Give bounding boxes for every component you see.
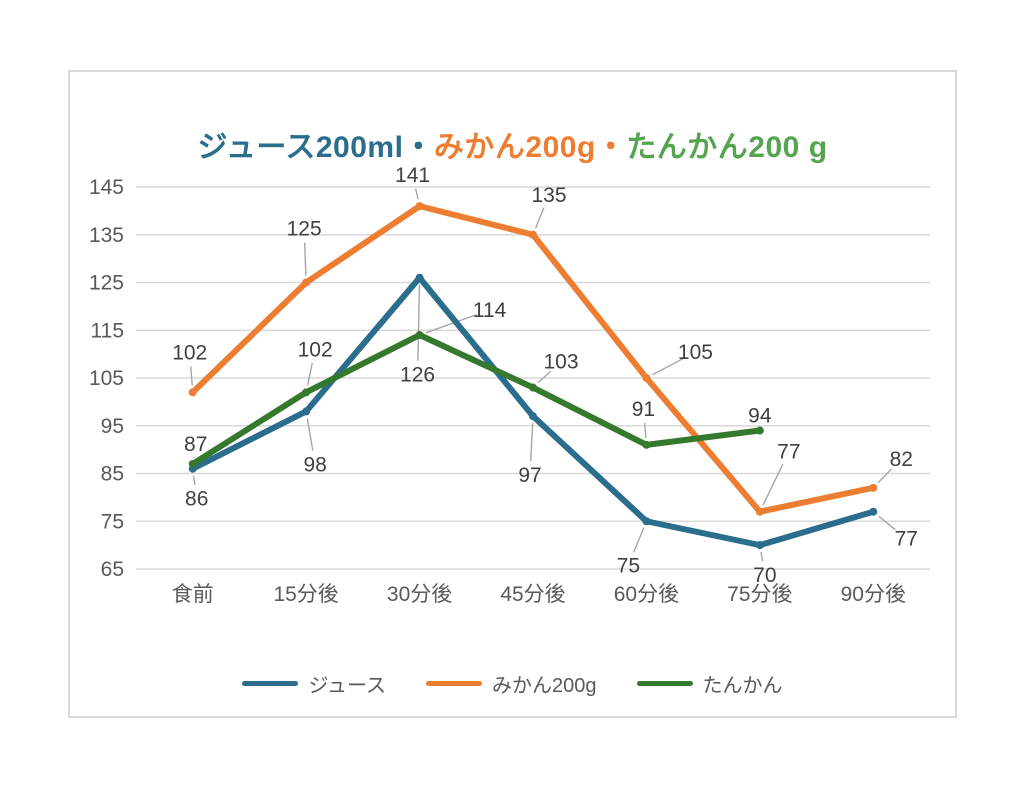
data-point [755,426,764,435]
data-point [755,507,764,516]
data-point [529,230,537,239]
data-label: 126 [400,364,435,387]
data-point [642,517,651,526]
data-label-leader-line [425,314,477,334]
y-tick-label: 145 [89,176,124,199]
chart-legend: ジュース みかん200g たんかん [68,666,957,700]
data-point [415,331,424,340]
data-label: 98 [303,453,326,476]
x-axis-label: 食前 [172,583,214,606]
data-label-leader-line [760,551,764,562]
y-tick-label: 105 [89,367,124,390]
data-label-leader-line [306,418,314,451]
legend-swatch [426,680,483,686]
data-label: 125 [287,218,322,241]
data-label-leader-line [878,515,896,531]
data-label-leader-line [643,422,647,438]
data-point [529,383,537,392]
data-point [869,483,878,492]
x-axis-label: 75分後 [727,583,792,606]
legend-item-みかん200g: みかん200g [426,669,597,698]
data-label: 102 [298,338,333,361]
legend-item-ジュース: ジュース [242,669,386,698]
data-label: 141 [395,164,430,187]
data-label-leader-line [414,188,419,200]
data-label: 102 [172,341,207,364]
data-label: 77 [777,441,800,464]
data-label-leader-line [190,366,193,386]
y-tick-label: 135 [89,224,124,247]
x-axis-label: 60分後 [614,583,679,606]
y-tick-label: 75 [101,510,124,533]
data-point [415,273,424,282]
y-tick-label: 115 [91,319,124,342]
data-label-leader-line [633,527,645,553]
data-label: 91 [632,398,655,421]
chart-title: ジュース200ml・みかん200g・たんかん200 g [68,122,957,166]
data-label: 77 [895,528,918,551]
series-line-たんかん [189,332,763,467]
data-point [302,278,311,287]
data-label: 70 [753,564,776,587]
data-label-leader-line [762,464,784,506]
data-label: 103 [543,351,578,374]
data-label-leader-line [530,423,534,462]
data-label-leader-line [306,362,313,386]
legend-label: みかん200g [492,674,597,697]
data-point [188,388,197,397]
data-label: 86 [185,488,208,511]
legend-label: たんかん [702,674,783,697]
data-point [642,440,651,449]
x-axis-label: 15分後 [273,583,338,606]
y-tick-label: 65 [101,558,124,581]
data-label-leader-line [537,370,552,384]
data-point [302,388,311,397]
data-label: 87 [184,433,207,456]
data-point [415,202,424,211]
chart-title-part: ジュース200ml・ [197,131,434,164]
data-label: 135 [531,184,566,207]
data-label-leader-line [877,468,893,484]
data-label-leader-line [192,475,196,485]
data-label: 75 [617,554,640,577]
legend-label: ジュース [308,674,387,697]
chart-title-part: たんかん200 g [626,131,828,164]
data-label-leader-line [534,207,545,229]
data-label: 105 [678,341,713,364]
data-point [755,541,764,550]
y-tick-label: 95 [101,415,124,438]
data-point [642,374,651,382]
data-label: 114 [473,299,507,322]
legend-swatch [242,680,299,686]
data-point [869,507,878,516]
data-label: 82 [890,448,913,471]
x-axis-label: 45分後 [500,583,565,606]
data-point [529,412,537,421]
data-label-leader-line [652,357,684,376]
data-point [302,407,311,416]
data-label-leader-line [417,284,421,361]
chart-title-part: みかん200g・ [433,131,627,164]
legend-item-たんかん: たんかん [636,669,783,698]
y-tick-label: 125 [89,272,124,295]
data-label-leader-line [303,242,307,276]
legend-swatch [636,680,693,686]
y-tick-label: 85 [101,463,124,486]
x-axis-label: 30分後 [387,583,452,606]
data-point [188,459,197,468]
data-label: 94 [748,405,772,428]
data-label: 97 [518,464,541,487]
x-axis-label: 90分後 [841,583,906,606]
